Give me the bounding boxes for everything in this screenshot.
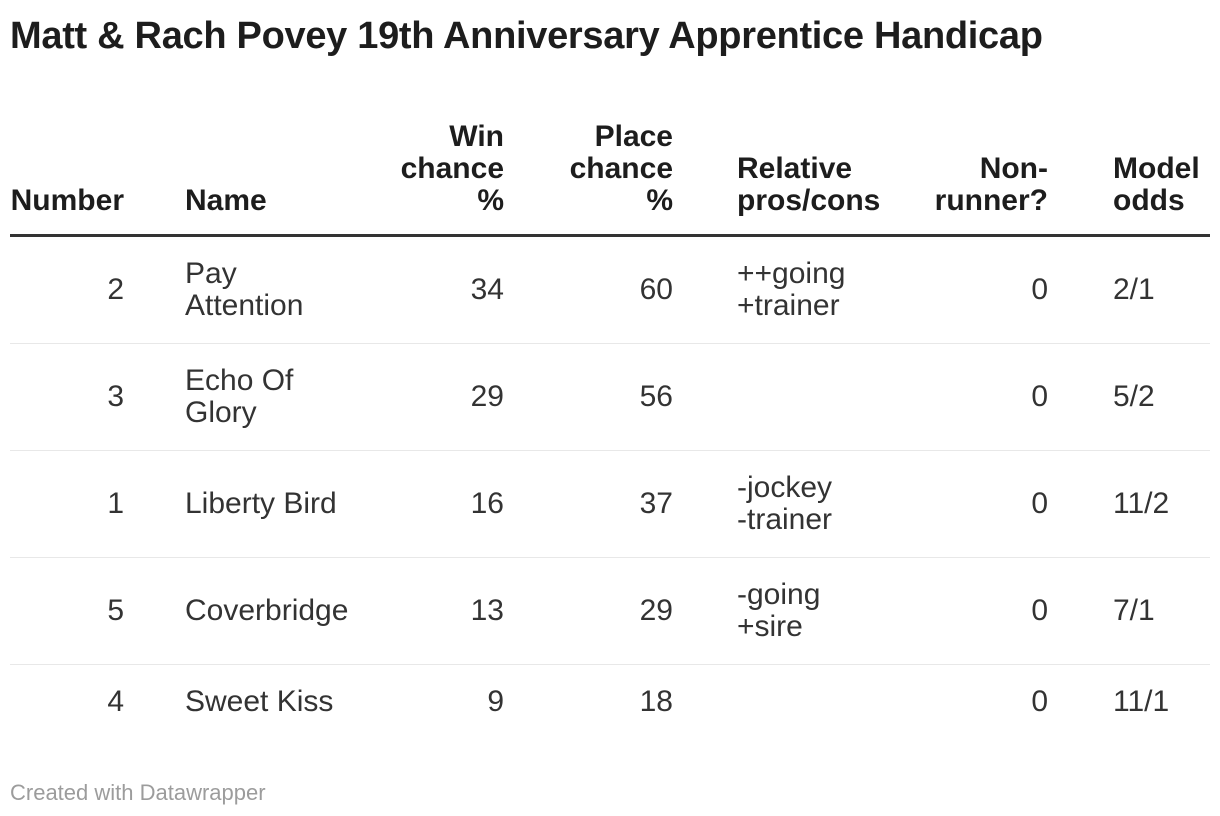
table-row: 2 Pay Attention 34 60 ++going +trainer 0… (10, 236, 1210, 344)
cell-non-runner: 0 (1031, 685, 1048, 718)
column-header-model-odds: Model odds (1113, 152, 1200, 217)
cell-number: 1 (107, 487, 124, 520)
table-row: 4 Sweet Kiss 9 18 0 11/1 (10, 664, 1210, 740)
datawrapper-credit-link[interactable]: Created with Datawrapper (10, 780, 266, 805)
column-header-number: Number (10, 184, 124, 217)
cell-non-runner: 0 (1031, 380, 1048, 413)
cell-number: 3 (107, 380, 124, 413)
cell-non-runner: 0 (1031, 594, 1048, 627)
column-header-place-chance: Place chance % (569, 120, 673, 217)
cell-pros-cons: -jockey -trainer (737, 471, 833, 536)
page-title: Matt & Rach Povey 19th Anniversary Appre… (10, 15, 1043, 57)
table-row: 3 Echo Of Glory 29 56 0 5/2 (10, 343, 1210, 451)
cell-number: 5 (107, 594, 124, 627)
cell-pros-cons (673, 344, 890, 451)
cell-non-runner: 0 (1031, 273, 1048, 306)
cell-number: 2 (107, 273, 124, 306)
cell-place-chance: 37 (639, 487, 673, 520)
column-header-pros-cons: Relative pros/cons (737, 152, 881, 217)
cell-model-odds: 5/2 (1113, 380, 1155, 413)
column-header-name: Name (185, 184, 267, 217)
cell-win-chance: 34 (470, 273, 504, 306)
table-header-row: Number Name Win chance % Place chance % … (10, 121, 1210, 236)
column-header-non-runner: Non- runner? (934, 152, 1048, 217)
cell-number: 4 (107, 685, 124, 718)
table-header: Number Name Win chance % Place chance % … (10, 121, 1210, 236)
cell-win-chance: 29 (470, 380, 504, 413)
cell-model-odds: 2/1 (1113, 273, 1155, 306)
cell-win-chance: 9 (487, 685, 504, 718)
cell-place-chance: 56 (639, 380, 673, 413)
data-table: Number Name Win chance % Place chance % … (10, 121, 1210, 739)
cell-model-odds: 11/2 (1113, 487, 1170, 520)
cell-name: Coverbridge (185, 594, 349, 627)
cell-pros-cons: ++going +trainer (737, 257, 846, 322)
cell-name: Sweet Kiss (185, 685, 334, 718)
cell-name: Liberty Bird (185, 487, 337, 520)
table-row: 1 Liberty Bird 16 37 -jockey -trainer 0 … (10, 450, 1210, 558)
cell-non-runner: 0 (1031, 487, 1048, 520)
cell-model-odds: 11/1 (1113, 685, 1170, 718)
table-row: 5 Coverbridge 13 29 -going +sire 0 7/1 (10, 557, 1210, 665)
column-header-win-chance: Win chance % (400, 120, 504, 217)
cell-win-chance: 16 (470, 487, 504, 520)
cell-model-odds: 7/1 (1113, 594, 1155, 627)
cell-place-chance: 29 (639, 594, 673, 627)
cell-name: Echo Of Glory (185, 364, 294, 429)
cell-name: Pay Attention (185, 257, 304, 322)
cell-place-chance: 60 (639, 273, 673, 306)
table-body: 2 Pay Attention 34 60 ++going +trainer 0… (10, 236, 1210, 740)
cell-pros-cons: -going +sire (737, 578, 821, 643)
cell-pros-cons (673, 665, 890, 740)
cell-win-chance: 13 (470, 594, 504, 627)
cell-place-chance: 18 (639, 685, 673, 718)
